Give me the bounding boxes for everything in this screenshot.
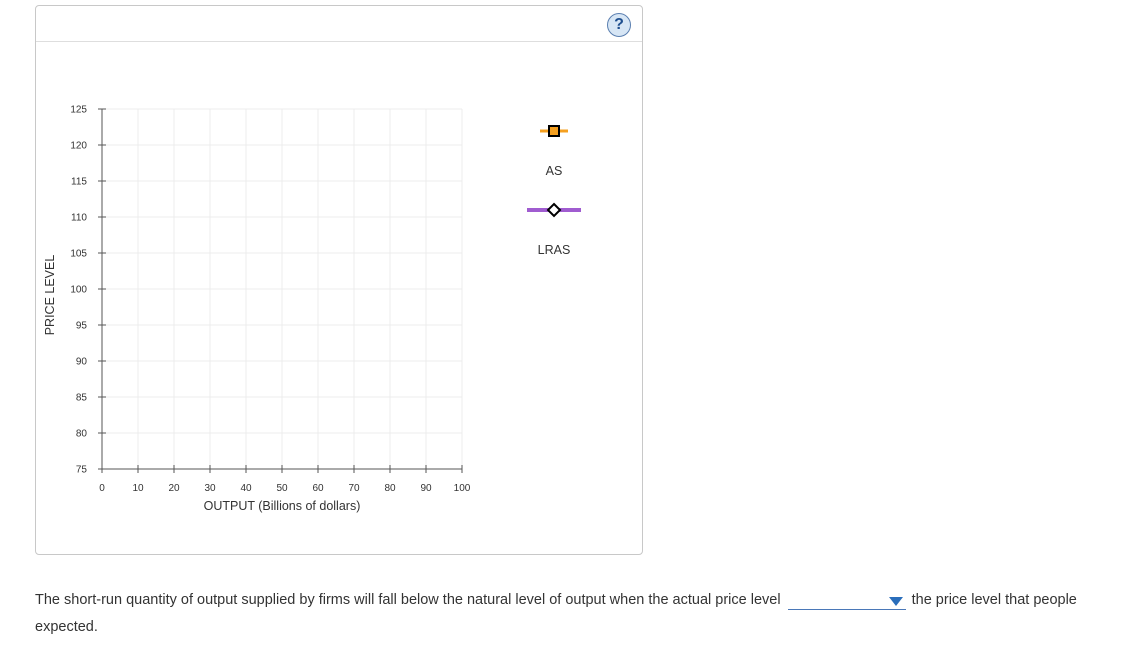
x-tick-label: 20 (168, 483, 180, 494)
y-tick-label: 125 (70, 105, 87, 116)
tick-layer: 0 10 20 30 40 50 60 70 80 90 100 75 80 85 90 95 100 105 11… (70, 105, 470, 495)
y-tick-label: 95 (76, 321, 88, 332)
help-button[interactable]: ? (607, 13, 631, 37)
y-axis-label: PRICE LEVEL (43, 255, 57, 336)
question-text: The short-run quantity of output supplie… (35, 587, 1095, 641)
question-text-before: The short-run quantity of output supplie… (35, 592, 781, 608)
x-tick-label: 80 (384, 483, 396, 494)
x-tick-label: 30 (204, 483, 216, 494)
graph-panel: ? (35, 5, 643, 555)
panel-header: ? (36, 6, 642, 42)
y-tick-label: 120 (70, 141, 87, 152)
x-tick-label: 50 (276, 483, 288, 494)
y-tick-label: 105 (70, 249, 87, 260)
y-tick-label: 110 (71, 213, 87, 224)
y-tick-label: 80 (76, 429, 88, 440)
legend-label: LRAS (538, 243, 571, 257)
y-tick-label: 115 (71, 177, 87, 188)
x-tick-label: 100 (454, 483, 471, 494)
legend-item-lras: LRAS (527, 202, 581, 257)
y-tick-label: 85 (76, 393, 88, 404)
question-text-after: the price level that people expected. (35, 592, 1077, 635)
x-axis-label: OUTPUT (Billions of dollars) (204, 499, 361, 513)
y-tick-label: 90 (76, 357, 88, 368)
y-tick-label: 75 (76, 465, 88, 476)
x-tick-label: 40 (240, 483, 252, 494)
price-level-dropdown[interactable] (787, 591, 906, 610)
legend: AS LRAS (527, 125, 581, 257)
chevron-down-icon[interactable] (888, 597, 903, 606)
x-tick-label: 90 (420, 483, 432, 494)
grid-layer (102, 108, 463, 469)
legend-label: AS (546, 164, 563, 178)
y-tick-label: 100 (70, 285, 87, 296)
x-tick-label: 0 (99, 483, 105, 494)
square-marker-icon (548, 125, 560, 137)
x-tick-label: 10 (132, 483, 144, 494)
x-tick-label: 70 (348, 483, 360, 494)
legend-item-as: AS (540, 125, 568, 178)
x-tick-label: 60 (312, 483, 324, 494)
diamond-marker-icon (546, 202, 562, 218)
